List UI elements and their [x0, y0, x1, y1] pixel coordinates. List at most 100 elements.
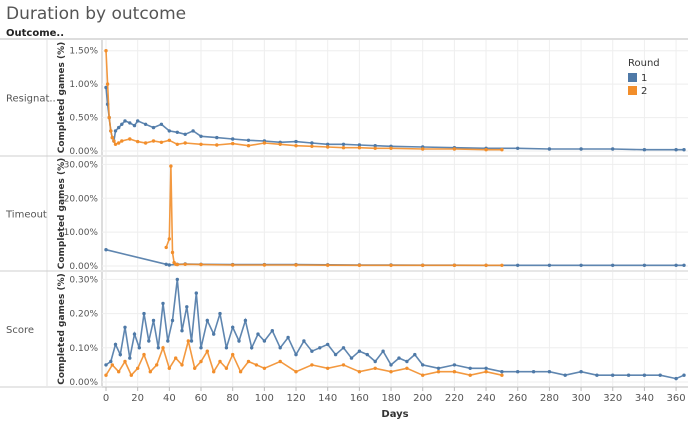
y-axis-label: Completed games (%): [57, 273, 67, 385]
legend-swatch[interactable]: [628, 86, 637, 95]
data-point: [123, 119, 127, 123]
data-point: [397, 356, 401, 360]
data-point: [421, 363, 425, 367]
data-point: [109, 359, 113, 364]
data-point: [110, 135, 115, 140]
data-point: [341, 142, 346, 146]
data-point: [215, 143, 219, 147]
data-point: [579, 370, 583, 374]
data-point: [326, 142, 330, 146]
data-point: [452, 363, 457, 367]
data-point: [231, 137, 235, 141]
data-point: [205, 318, 209, 323]
data-point: [326, 366, 330, 370]
data-point: [243, 318, 248, 323]
data-point: [120, 139, 124, 143]
data-point: [254, 363, 259, 367]
data-point: [136, 119, 140, 123]
data-point: [278, 346, 282, 350]
series-1: [104, 85, 686, 152]
data-point: [117, 141, 121, 145]
data-point: [294, 144, 298, 148]
y-tick-label: 0.10%: [69, 344, 98, 354]
data-point: [357, 146, 362, 150]
data-point: [110, 363, 115, 367]
data-point: [262, 339, 267, 343]
data-point: [341, 146, 346, 150]
data-point: [436, 366, 441, 370]
legend-swatch[interactable]: [628, 73, 637, 82]
data-point: [256, 332, 260, 336]
data-point: [224, 346, 229, 350]
data-point: [205, 349, 209, 353]
data-point: [579, 147, 583, 151]
data-point: [500, 370, 504, 374]
data-point: [218, 311, 222, 316]
data-point: [113, 142, 118, 146]
data-point: [199, 359, 203, 364]
data-point: [128, 121, 132, 125]
data-point: [167, 129, 171, 133]
data-point: [113, 342, 118, 347]
data-point: [500, 263, 504, 267]
data-point: [118, 352, 123, 357]
x-tick-label: 300: [572, 393, 591, 404]
data-point: [674, 148, 678, 152]
data-point: [674, 376, 678, 381]
data-point: [104, 85, 108, 90]
data-point: [611, 263, 615, 267]
y-axis-label: Completed games (%): [57, 42, 67, 154]
y-tick-label: 10.00%: [64, 228, 99, 238]
data-point: [159, 140, 164, 144]
series-line: [105, 340, 503, 377]
data-point: [193, 366, 197, 370]
data-point: [136, 139, 140, 144]
data-point: [373, 359, 377, 364]
y-tick-label: 0.00%: [69, 378, 98, 388]
data-point: [294, 352, 298, 357]
row-header: Outcome..: [6, 28, 64, 39]
data-point: [484, 148, 488, 152]
data-point: [436, 370, 441, 374]
x-tick-label: 320: [603, 393, 622, 404]
x-tick-label: 180: [381, 393, 400, 404]
data-point: [373, 144, 377, 148]
data-point: [151, 125, 156, 130]
row-label: Score: [6, 325, 34, 336]
data-point: [112, 139, 116, 143]
data-point: [611, 373, 615, 377]
data-point: [357, 263, 362, 267]
data-point: [452, 263, 457, 267]
x-tick-label: 260: [508, 393, 527, 404]
data-point: [189, 339, 194, 343]
data-point: [183, 262, 187, 266]
data-point: [626, 373, 631, 377]
data-point: [143, 141, 148, 145]
legend-item-label: 1: [641, 73, 647, 84]
data-point: [250, 346, 254, 350]
y-tick-label: 1.00%: [69, 80, 98, 90]
data-point: [294, 370, 298, 374]
y-tick-label: 1.50%: [69, 47, 98, 57]
data-point: [167, 366, 171, 370]
data-point: [286, 335, 290, 340]
data-point: [231, 352, 235, 357]
x-tick-label: 360: [667, 393, 686, 404]
data-point: [452, 147, 457, 151]
data-point: [333, 352, 338, 357]
y-tick-label: 0.50%: [69, 114, 98, 124]
data-point: [405, 366, 409, 370]
data-point: [294, 263, 298, 267]
data-point: [231, 325, 235, 329]
data-point: [156, 346, 160, 350]
x-tick-label: 0: [103, 393, 109, 404]
series-1: [104, 277, 686, 381]
x-tick-label: 280: [540, 393, 559, 404]
data-point: [174, 356, 178, 360]
data-point: [183, 132, 187, 136]
data-point: [107, 115, 111, 120]
data-point: [199, 262, 203, 267]
x-tick-label: 40: [163, 393, 176, 404]
data-point: [215, 135, 219, 140]
